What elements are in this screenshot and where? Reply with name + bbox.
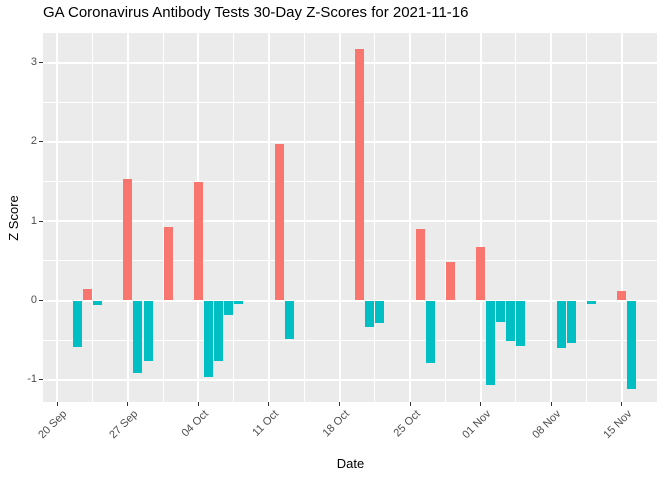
- bar-2021-11-16: [627, 300, 637, 390]
- x-tick-label: 20 Sep: [36, 408, 70, 442]
- bar-2021-10-27: [425, 300, 435, 364]
- bar-2021-11-12: [587, 300, 597, 305]
- x-tick-mark: [56, 402, 58, 406]
- bar-2021-09-29: [143, 300, 153, 361]
- y-tick-label: 0: [30, 294, 37, 306]
- x-tick-mark: [197, 402, 199, 406]
- y-tick-mark: [39, 220, 43, 222]
- x-tick-mark: [409, 402, 411, 406]
- bar-2021-11-02: [486, 300, 496, 386]
- x-axis-title: Date: [336, 456, 365, 471]
- bar-2021-10-29: [445, 261, 455, 301]
- x-tick-label: 18 Oct: [320, 408, 353, 440]
- bar-2021-11-01: [476, 246, 486, 301]
- bar-2021-09-23: [83, 288, 93, 301]
- bar-2021-10-07: [224, 300, 234, 315]
- bar-2021-11-10: [566, 300, 576, 344]
- gridline-major-v: [338, 33, 341, 402]
- bar-2021-10-08: [234, 300, 244, 304]
- gridline-minor-v: [374, 33, 376, 402]
- plot-panel: [43, 33, 658, 402]
- gridline-minor-v: [303, 33, 305, 402]
- x-tick-mark: [268, 402, 270, 406]
- bar-2021-11-05: [516, 300, 526, 347]
- chart-title: GA Coronavirus Antibody Tests 30-Day Z-S…: [43, 4, 469, 21]
- y-tick-mark: [39, 62, 43, 64]
- x-tick-label: 04 Oct: [179, 408, 211, 440]
- y-axis-title: Z Score: [6, 194, 21, 241]
- bar-2021-10-21: [365, 300, 375, 328]
- gridline-minor-v: [162, 33, 164, 402]
- y-tick-label: 3: [30, 56, 37, 69]
- bar-2021-10-20: [355, 49, 365, 301]
- bar-2021-11-09: [556, 300, 566, 349]
- bar-2021-10-06: [214, 300, 224, 361]
- gridline-major-v: [409, 33, 412, 402]
- gridline-minor-v: [233, 33, 235, 402]
- gridline-minor-v: [656, 33, 658, 402]
- bar-2021-09-24: [93, 300, 103, 306]
- bar-2021-10-01: [163, 226, 173, 301]
- y-tick-mark: [39, 141, 43, 143]
- gridline-minor-h: [43, 101, 658, 103]
- bar-2021-11-03: [496, 300, 506, 322]
- bar-2021-10-05: [204, 300, 213, 377]
- y-tick-label: -1: [27, 373, 37, 386]
- x-tick-mark: [621, 402, 623, 406]
- gridline-major-v: [620, 33, 623, 402]
- gridline-minor-v: [92, 33, 94, 402]
- gridline-minor-h: [43, 181, 658, 183]
- gridline-minor-v: [586, 33, 587, 402]
- x-tick-mark: [339, 402, 341, 406]
- gridline-minor-v: [444, 33, 446, 402]
- bar-2021-10-26: [415, 229, 425, 301]
- gridline-major-h: [43, 61, 658, 64]
- gridline-major-v: [550, 33, 553, 402]
- bar-2021-10-12: [274, 144, 284, 301]
- gridline-minor-h: [43, 260, 658, 262]
- x-tick-label: 11 Oct: [250, 408, 282, 439]
- x-tick-label: 08 Nov: [530, 408, 564, 442]
- bar-2021-10-13: [284, 300, 294, 339]
- bar-2021-09-28: [133, 300, 143, 374]
- gridline-major-v: [267, 33, 270, 402]
- bar-2021-10-22: [375, 300, 385, 323]
- y-tick-mark: [39, 300, 43, 301]
- bar-2021-11-15: [617, 290, 627, 301]
- gridline-major-v: [56, 33, 59, 402]
- gridline-major-h: [43, 140, 658, 143]
- x-tick-label: 15 Nov: [601, 408, 635, 442]
- bar-2021-09-27: [123, 179, 133, 301]
- gridline-major-h: [43, 220, 658, 223]
- bar-2021-09-22: [72, 300, 82, 348]
- gridline-minor-h: [43, 339, 658, 341]
- x-tick-label: 27 Sep: [107, 408, 141, 442]
- bar-2021-11-04: [506, 300, 516, 341]
- gridline-major-v: [479, 33, 482, 402]
- gridline-major-h: [43, 299, 658, 302]
- y-tick-mark: [39, 379, 43, 381]
- x-tick-label: 01 Nov: [460, 408, 494, 442]
- y-tick-label: 1: [30, 214, 37, 227]
- x-tick-mark: [550, 402, 552, 406]
- x-tick-mark: [480, 402, 482, 406]
- x-tick-label: 25 Oct: [391, 408, 423, 440]
- x-tick-mark: [127, 402, 129, 406]
- gridline-major-h: [43, 378, 658, 381]
- y-tick-label: 2: [30, 135, 37, 148]
- gridline-minor-v: [515, 33, 517, 402]
- bar-2021-10-04: [193, 182, 203, 301]
